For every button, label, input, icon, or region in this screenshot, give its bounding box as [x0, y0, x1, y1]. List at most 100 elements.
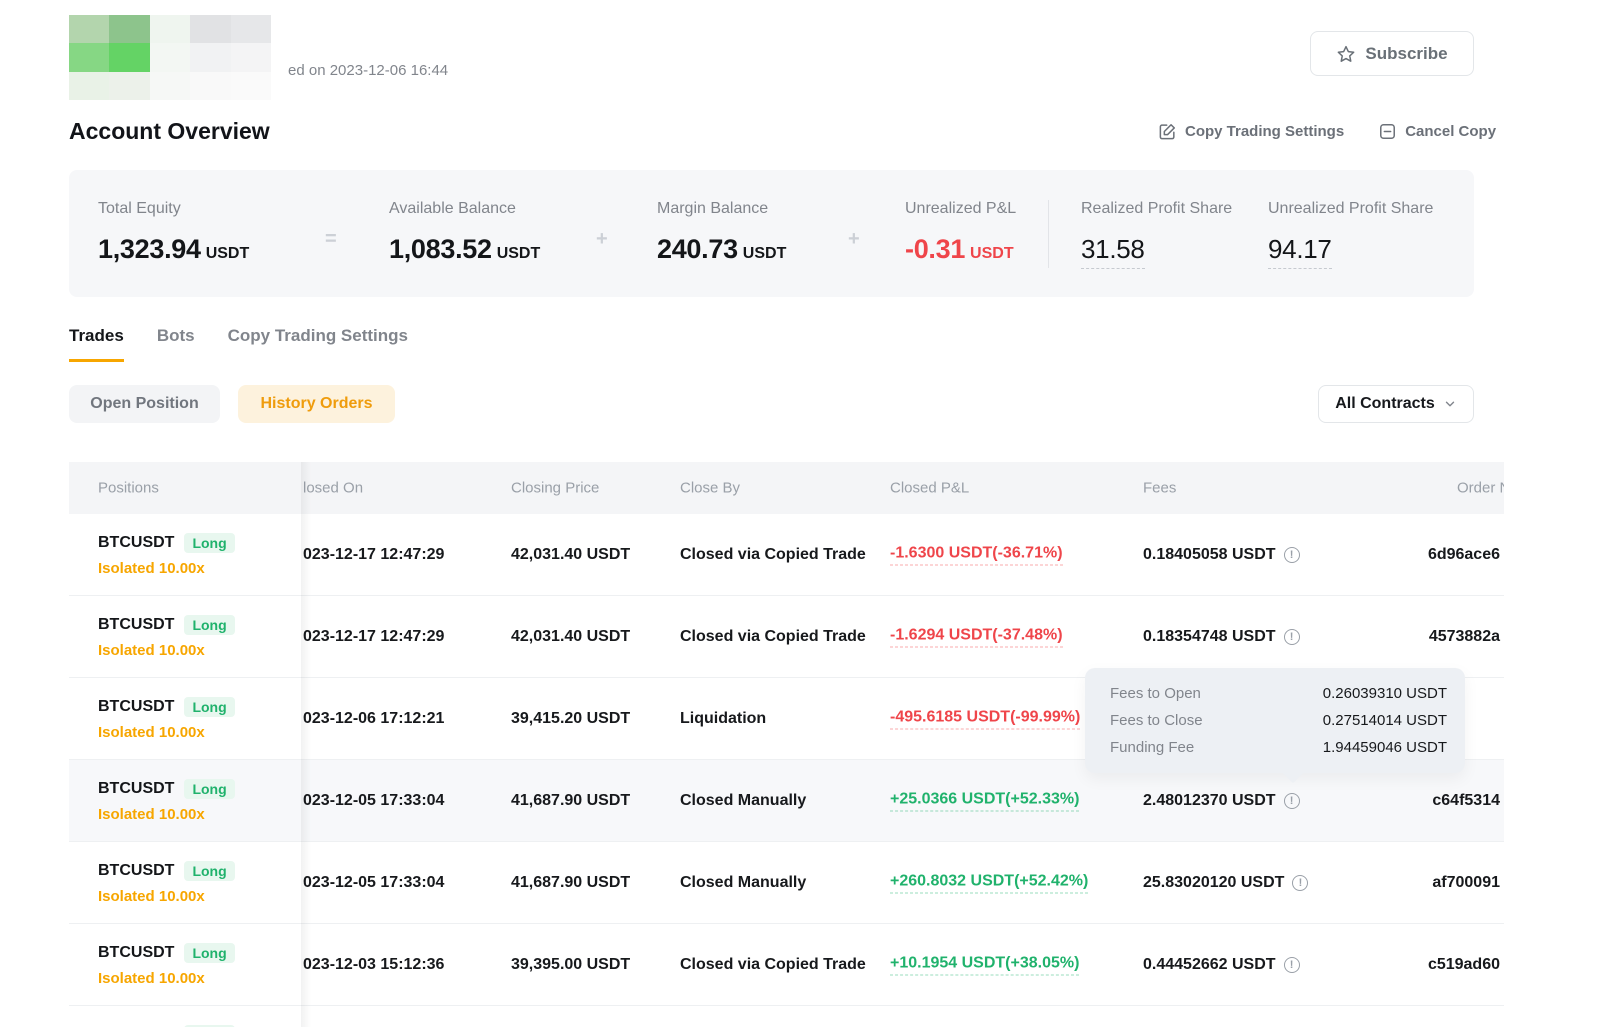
table-row[interactable]: BTCUSDT Long Isolated 10.00x 023-12-17 1…: [69, 514, 1504, 596]
side-badge: Long: [184, 779, 234, 799]
leverage-label: Isolated 10.00x: [98, 642, 235, 659]
closed-on-cell: 023-12-06 17:12:21: [303, 710, 444, 728]
closed-pnl-value: -495.6185 USDT(-99.99%): [890, 708, 1080, 729]
stat-value: 31.58: [1081, 234, 1145, 269]
side-badge: Long: [184, 943, 234, 963]
closing-price-cell: 41,687.90 USDT: [511, 874, 630, 892]
tab-trades[interactable]: Trades: [69, 326, 124, 362]
fees-value: 0.44452662 USDT: [1143, 956, 1276, 974]
table-row[interactable]: BTCUSDT Long Isolated 10.00x 023-12-17 1…: [69, 596, 1504, 678]
info-icon[interactable]: !: [1284, 547, 1300, 563]
tooltip-value: 0.26039310 USDT: [1323, 685, 1447, 702]
closed-pnl-cell: +10.1954 USDT(+38.05%): [890, 954, 1079, 975]
stat-label: Unrealized Profit Share: [1268, 200, 1433, 218]
stat-value: 1,323.94: [98, 234, 201, 264]
stat-unit: USDT: [743, 245, 787, 262]
closed-pnl-cell: +25.0366 USDT(+52.33%): [890, 790, 1079, 811]
minus-square-icon: [1378, 122, 1397, 141]
table-row[interactable]: BTCUSDT Long Isolated 10.00x 023-12-05 1…: [69, 842, 1504, 924]
closed-pnl-value: -1.6294 USDT(-37.48%): [890, 626, 1063, 647]
side-badge: Long: [184, 697, 234, 717]
history-orders-button[interactable]: History Orders: [238, 385, 395, 423]
info-icon[interactable]: !: [1292, 875, 1308, 891]
close-by-cell: Closed Manually: [680, 874, 806, 892]
stat-available-balance: Available Balance 1,083.52 USDT: [389, 200, 540, 265]
symbol-label: BTCUSDT: [98, 780, 174, 798]
close-by-cell: Closed via Copied Trade: [680, 956, 866, 974]
stat-unrealized-pnl: Unrealized P&L -0.31USDT: [905, 200, 1016, 265]
order-no-cell: c519ad60: [1428, 956, 1500, 974]
tab-bots[interactable]: Bots: [157, 326, 195, 362]
stat-unit: USDT: [970, 245, 1014, 262]
info-icon[interactable]: !: [1284, 793, 1300, 809]
main-tabs: Trades Bots Copy Trading Settings: [69, 326, 408, 362]
order-no-cell: 6d96ace6: [1428, 546, 1500, 564]
col-header-close-by: Close By: [680, 480, 740, 497]
stats-divider: [1048, 200, 1049, 268]
positions-cell: BTCUSDT Long Isolated 10.00x: [98, 533, 235, 577]
stat-label: Realized Profit Share: [1081, 200, 1232, 218]
tooltip-label: Fees to Open: [1110, 685, 1201, 702]
positions-cell: BTCUSDT Long Isolated 10.00x: [98, 697, 235, 741]
tooltip-label: Fees to Close: [1110, 712, 1203, 729]
stat-total-equity: Total Equity 1,323.94USDT: [98, 200, 249, 265]
fees-cell: 0.18405058 USDT !: [1143, 546, 1300, 564]
stat-label: Margin Balance: [657, 200, 786, 218]
tooltip-label: Funding Fee: [1110, 739, 1194, 756]
leverage-label: Isolated 10.00x: [98, 724, 235, 741]
cancel-copy-button[interactable]: Cancel Copy: [1378, 122, 1496, 141]
chevron-down-icon: [1443, 397, 1457, 411]
stat-unit: USDT: [497, 245, 541, 262]
stat-value: 1,083.52: [389, 234, 492, 264]
closed-on-cell: 023-12-05 17:33:04: [303, 874, 444, 892]
stat-realized-profit-share: Realized Profit Share 31.58: [1081, 200, 1232, 265]
stat-label: Available Balance: [389, 200, 540, 218]
close-by-cell: Closed via Copied Trade: [680, 546, 866, 564]
col-header-closed-pnl: Closed P&L: [890, 480, 969, 497]
col-header-positions: Positions: [98, 480, 159, 497]
open-position-button[interactable]: Open Position: [69, 385, 220, 423]
closing-price-cell: 42,031.40 USDT: [511, 628, 630, 646]
star-icon: [1336, 44, 1356, 64]
stat-margin-balance: Margin Balance 240.73 USDT: [657, 200, 786, 265]
fees-cell: 25.83020120 USDT !: [1143, 874, 1308, 892]
info-icon[interactable]: !: [1284, 629, 1300, 645]
avatar: [69, 15, 271, 100]
fees-cell: 0.18354748 USDT !: [1143, 628, 1300, 646]
close-by-cell: Closed Manually: [680, 792, 806, 810]
table-row[interactable]: BTCUSDT Long Isolated 10.00x !: [69, 1006, 1504, 1027]
close-by-cell: Liquidation: [680, 710, 766, 728]
equals-operator: =: [325, 228, 337, 251]
closing-price-cell: 41,687.90 USDT: [511, 792, 630, 810]
closing-price-cell: 42,031.40 USDT: [511, 546, 630, 564]
col-header-order-no: Order N: [1457, 480, 1504, 497]
closed-on-cell: 023-12-17 12:47:29: [303, 628, 444, 646]
positions-cell: BTCUSDT Long Isolated 10.00x: [98, 779, 235, 823]
order-no-cell: 4573882a: [1429, 628, 1500, 646]
tooltip-value: 1.94459046 USDT: [1323, 739, 1447, 756]
account-stats-panel: Total Equity 1,323.94USDT = Available Ba…: [69, 170, 1474, 297]
closed-pnl-value: -1.6300 USDT(-36.71%): [890, 544, 1063, 565]
stat-value: 240.73: [657, 234, 738, 264]
fees-cell: 0.44452662 USDT !: [1143, 956, 1300, 974]
side-badge: Long: [184, 615, 234, 635]
fees-value: 25.83020120 USDT: [1143, 874, 1284, 892]
plus-operator: +: [848, 228, 860, 251]
col-header-closed-on: losed On: [303, 480, 363, 497]
info-icon[interactable]: !: [1284, 957, 1300, 973]
copy-trading-settings-button[interactable]: Copy Trading Settings: [1158, 122, 1344, 141]
subscribe-button[interactable]: Subscribe: [1310, 31, 1474, 76]
fees-value: 0.18354748 USDT: [1143, 628, 1276, 646]
closed-pnl-cell: -495.6185 USDT(-99.99%): [890, 708, 1080, 729]
positions-cell: BTCUSDT Long Isolated 10.00x: [98, 943, 235, 987]
closed-pnl-cell: -1.6300 USDT(-36.71%): [890, 544, 1063, 565]
order-no-cell: af700091: [1432, 874, 1500, 892]
closed-pnl-value: +25.0366 USDT(+52.33%): [890, 790, 1079, 811]
stat-unit: USDT: [206, 245, 250, 262]
table-row[interactable]: BTCUSDT Long Isolated 10.00x 023-12-03 1…: [69, 924, 1504, 1006]
symbol-label: BTCUSDT: [98, 944, 174, 962]
all-contracts-dropdown[interactable]: All Contracts: [1318, 385, 1474, 423]
edit-icon: [1158, 122, 1177, 141]
col-header-fees: Fees: [1143, 480, 1176, 497]
tab-copy-trading-settings[interactable]: Copy Trading Settings: [228, 326, 408, 362]
